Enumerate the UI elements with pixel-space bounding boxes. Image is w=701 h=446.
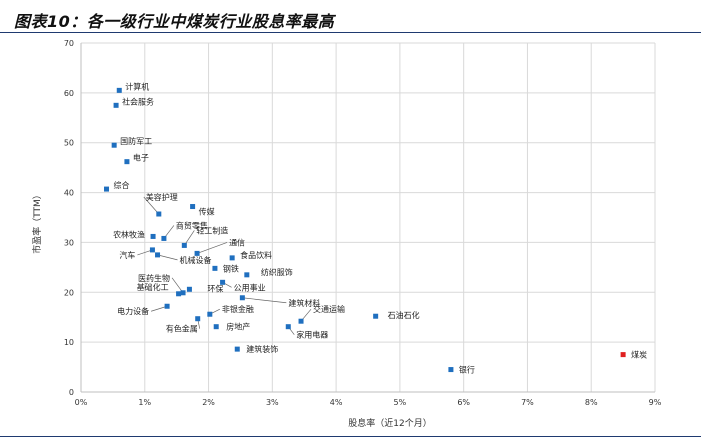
leader-line [150,305,168,312]
point-label: 纺织服饰 [261,267,293,277]
tick-labels: 0% 1% 2% 3% 4% 5% 6% 7% 8% 9% 0 10 20 30 40 50 60 70 [64,39,662,407]
data-point [207,311,213,317]
point-label: 银行 [459,365,475,375]
point-label: 汽车 [119,250,135,260]
point-label: 有色金属 [166,324,198,334]
point-label: 医药生物 [138,273,170,283]
x-tick-label: 8% [585,398,598,407]
data-point [161,235,167,241]
point-label: 农林牧渔 [113,229,145,239]
bottom-divider [0,436,701,437]
point-label: 商贸零售 [176,220,208,230]
data-point [190,204,196,210]
x-tick-label: 0% [75,398,88,407]
point-label: 社会服务 [122,96,154,106]
data-point [194,250,200,256]
point-label: 建筑材料 [288,298,320,308]
x-axis-title: 股息率（近12个月） [348,417,431,429]
x-tick-label: 2% [202,398,215,407]
data-point [213,324,219,330]
grid-lines [81,42,656,392]
leader-line [143,196,160,215]
data-point [116,87,122,93]
y-tick-label: 70 [64,39,74,48]
point-label: 国防军工 [120,136,152,146]
data-point [113,102,119,108]
title-divider [0,32,701,33]
data-point [180,290,186,296]
data-point [212,265,218,271]
point-label: 建筑装饰 [246,344,278,354]
point-label: 综合 [114,180,130,190]
axes [80,43,655,393]
x-tick-label: 6% [457,398,470,407]
y-tick-label: 60 [64,89,74,98]
y-tick-label: 0 [69,388,74,397]
point-label: 通信 [229,237,245,247]
data-points [104,87,626,373]
data-point [220,279,226,285]
point-label: 家用电器 [296,330,328,340]
data-point [164,303,170,309]
leader-line [242,297,287,304]
point-label: 电力设备 [117,306,149,316]
leader-line [157,254,178,261]
x-tick-label: 7% [521,398,534,407]
x-tick-label: 5% [394,398,407,407]
data-point [176,291,182,297]
point-label: 机械设备 [180,255,212,265]
point-label: 电子 [133,153,149,163]
data-point [181,242,187,248]
x-tick-label: 3% [266,398,279,407]
page-title: 图表10：各一级行业中煤炭行业股息率最高 [14,12,335,31]
data-point [620,352,626,358]
y-tick-label: 10 [64,338,74,347]
point-label: 房地产 [226,322,250,332]
data-point [155,252,161,258]
data-point [124,159,130,165]
data-point [373,313,379,319]
point-label: 轻工制造 [196,225,228,235]
data-point [104,186,110,192]
point-label: 钢铁 [223,263,239,273]
data-point [298,318,304,324]
data-point [448,367,454,373]
data-point [244,272,250,278]
point-label: 基础化工 [137,282,169,292]
y-axis-title: 市盈率（TTM） [31,190,43,254]
point-label: 计算机 [125,81,149,91]
data-point [285,324,291,330]
y-tick-label: 30 [64,238,74,247]
x-tick-label: 1% [138,398,151,407]
x-tick-label: 9% [649,398,662,407]
point-label: 交通运输 [313,304,345,314]
data-point [234,346,240,352]
data-point [150,233,156,239]
point-label: 非银金融 [222,304,254,314]
point-label: 美容护理 [146,192,178,202]
point-label: 环保 [207,283,223,293]
y-tick-label: 20 [64,288,74,297]
data-point [111,142,117,148]
point-label: 食品饮料 [240,250,272,260]
x-tick-label: 4% [330,398,343,407]
data-point [195,316,201,322]
leader-line [196,242,228,254]
data-point [186,286,192,292]
point-label: 煤炭 [631,350,647,360]
data-point [229,255,235,261]
point-label: 传媒 [199,207,215,217]
y-tick-label: 50 [64,139,74,148]
data-point [149,247,155,253]
y-tick-label: 40 [64,189,74,198]
data-point [239,295,245,301]
point-label: 石油石化 [388,310,420,320]
data-point [156,211,162,217]
point-label: 公用事业 [234,282,266,292]
